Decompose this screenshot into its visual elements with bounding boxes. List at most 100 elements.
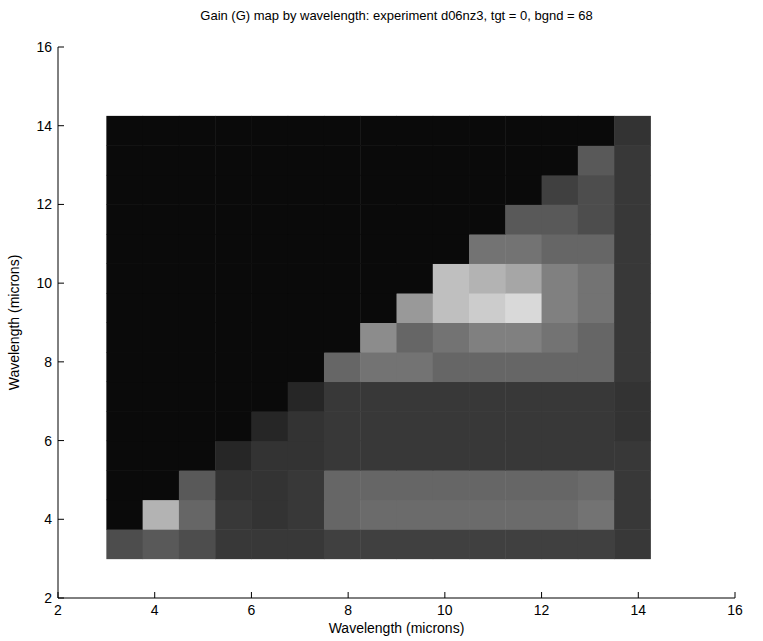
y-tick: [58, 361, 64, 362]
heat-cell: [469, 441, 506, 471]
heat-cell: [469, 529, 506, 559]
heat-cell: [469, 234, 506, 264]
heat-cell: [324, 293, 361, 323]
heat-cell: [614, 500, 651, 530]
heat-cell: [215, 411, 252, 441]
heat-cell: [433, 263, 470, 293]
heat-cell: [433, 293, 470, 323]
heat-cell: [397, 441, 434, 471]
heat-cell: [179, 234, 216, 264]
y-tick-label: 12: [36, 196, 52, 212]
heat-cell: [542, 352, 579, 382]
y-tick: [58, 519, 64, 520]
heat-cell: [360, 263, 397, 293]
heat-cell: [505, 145, 542, 175]
heat-cell: [614, 293, 651, 323]
heat-cell: [288, 293, 325, 323]
heat-cell: [106, 263, 143, 293]
x-tick-label: 4: [151, 602, 159, 618]
heat-cell: [397, 293, 434, 323]
heat-cell: [360, 323, 397, 353]
heat-cell: [469, 204, 506, 234]
heat-cell: [143, 116, 180, 146]
heat-cell: [179, 470, 216, 500]
heat-cell: [360, 411, 397, 441]
heat-cell: [360, 204, 397, 234]
heat-cell: [288, 382, 325, 412]
heat-cell: [505, 352, 542, 382]
heat-cell: [106, 234, 143, 264]
heat-cell: [578, 293, 615, 323]
heat-cell: [324, 323, 361, 353]
heat-cell: [397, 352, 434, 382]
heat-cell: [106, 441, 143, 471]
heat-cell: [179, 411, 216, 441]
x-tick: [444, 592, 445, 598]
heat-cell: [469, 145, 506, 175]
heat-cell: [505, 175, 542, 205]
heat-cell: [179, 204, 216, 234]
heat-cell: [542, 116, 579, 146]
heat-cell: [505, 500, 542, 530]
y-tick-label: 6: [44, 433, 52, 449]
heat-cell: [179, 175, 216, 205]
heat-cell: [179, 441, 216, 471]
x-tick: [541, 592, 542, 598]
heat-cell: [215, 116, 252, 146]
heat-cell: [433, 323, 470, 353]
heat-cell: [469, 116, 506, 146]
heat-cell: [397, 411, 434, 441]
heat-cell: [542, 411, 579, 441]
heat-cell: [469, 323, 506, 353]
heat-cell: [578, 352, 615, 382]
heat-cell: [614, 234, 651, 264]
heat-cell: [542, 323, 579, 353]
heat-cell: [360, 175, 397, 205]
heat-cell: [251, 382, 288, 412]
heat-cell: [505, 293, 542, 323]
heat-cell: [324, 116, 361, 146]
heat-cell: [143, 382, 180, 412]
x-tick-label: 12: [534, 602, 550, 618]
heat-cell: [324, 382, 361, 412]
heat-cell: [143, 470, 180, 500]
heat-cell: [433, 352, 470, 382]
heat-cell: [251, 441, 288, 471]
heat-cell: [469, 470, 506, 500]
heat-cell: [505, 263, 542, 293]
heat-cell: [288, 441, 325, 471]
heat-cell: [469, 382, 506, 412]
x-tick-label: 8: [344, 602, 352, 618]
y-tick: [58, 47, 64, 48]
heat-cell: [578, 500, 615, 530]
heat-cell: [542, 382, 579, 412]
heat-cell: [578, 263, 615, 293]
x-tick-label: 2: [54, 602, 62, 618]
heat-cell: [614, 175, 651, 205]
heat-cell: [288, 175, 325, 205]
y-tick: [58, 283, 64, 284]
heat-cell: [215, 263, 252, 293]
heat-cell: [542, 470, 579, 500]
x-axis: [58, 598, 735, 599]
heat-cell: [215, 529, 252, 559]
heat-cell: [397, 529, 434, 559]
y-tick-label: 16: [36, 39, 52, 55]
heat-cell: [397, 263, 434, 293]
heat-cell: [505, 116, 542, 146]
x-tick: [251, 592, 252, 598]
heat-cell: [360, 116, 397, 146]
y-tick-label: 14: [36, 118, 52, 134]
heat-cell: [288, 116, 325, 146]
x-tick-label: 16: [727, 602, 743, 618]
heat-cell: [505, 470, 542, 500]
heat-cell: [288, 263, 325, 293]
heat-cell: [251, 234, 288, 264]
heat-cell: [251, 323, 288, 353]
heat-cell: [397, 175, 434, 205]
chart: 246810121416246810121416Gain (G) map by …: [0, 0, 763, 641]
heat-cell: [215, 441, 252, 471]
heat-cell: [542, 175, 579, 205]
y-tick: [58, 440, 64, 441]
heat-cell: [215, 145, 252, 175]
